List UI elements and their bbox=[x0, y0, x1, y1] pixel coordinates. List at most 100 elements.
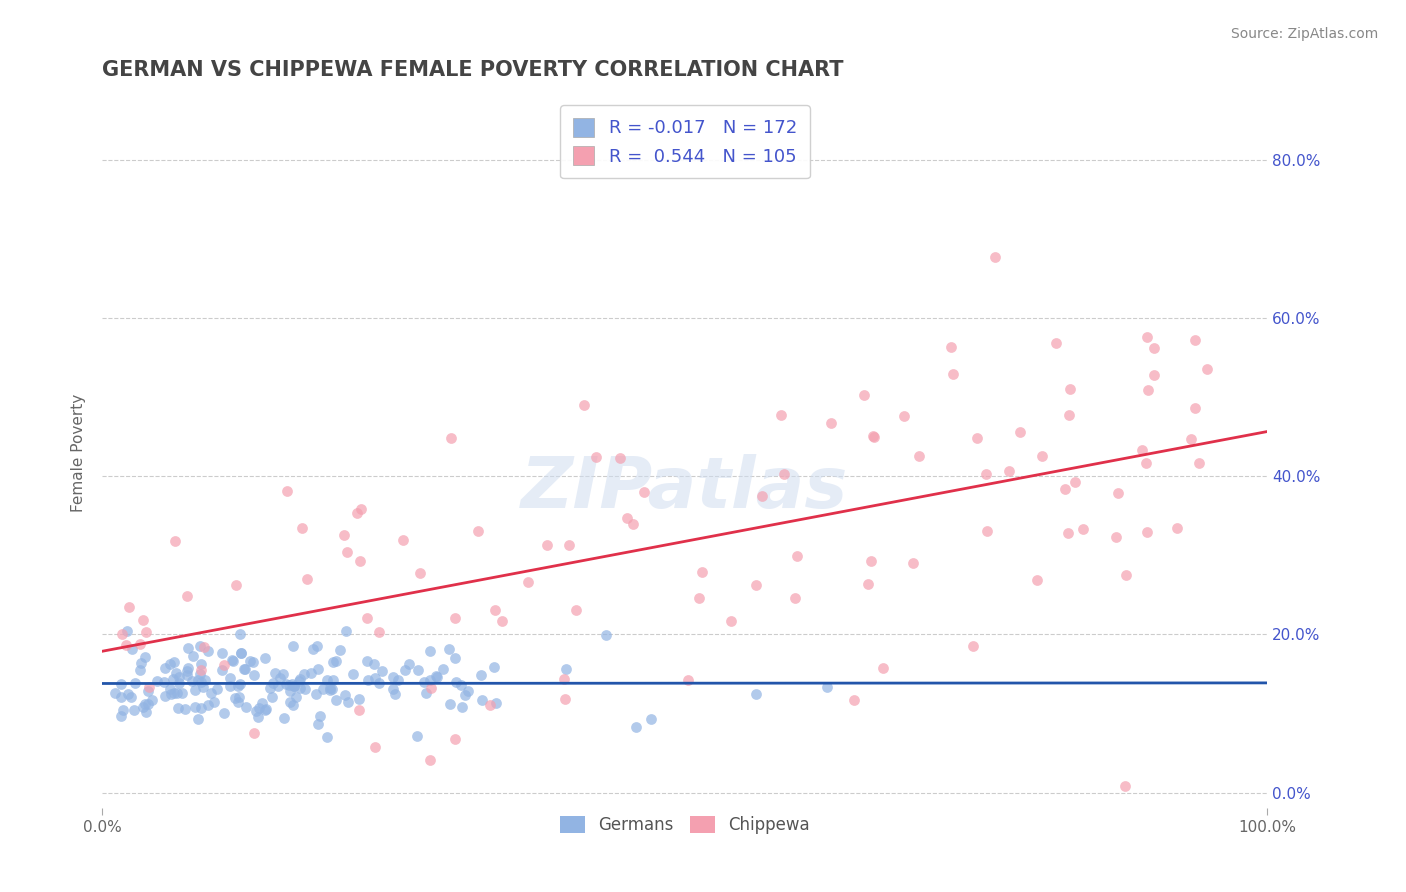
Point bbox=[457, 684, 479, 698]
Point bbox=[239, 654, 262, 668]
Y-axis label: Female Poverty: Female Poverty bbox=[72, 393, 86, 512]
Point bbox=[187, 673, 209, 687]
Point bbox=[110, 677, 132, 691]
Point bbox=[595, 627, 617, 641]
Point bbox=[1114, 779, 1136, 793]
Point bbox=[437, 642, 460, 657]
Point bbox=[181, 673, 204, 688]
Point bbox=[194, 673, 217, 687]
Point bbox=[356, 654, 378, 668]
Point bbox=[197, 644, 219, 658]
Point bbox=[349, 554, 371, 568]
Point bbox=[333, 688, 356, 702]
Point bbox=[110, 708, 132, 723]
Point bbox=[633, 484, 655, 499]
Point bbox=[162, 672, 184, 686]
Point bbox=[820, 416, 842, 430]
Point bbox=[1184, 333, 1206, 347]
Point bbox=[690, 565, 713, 579]
Point bbox=[114, 639, 136, 653]
Point bbox=[901, 556, 924, 570]
Point bbox=[166, 686, 188, 700]
Point bbox=[315, 730, 337, 744]
Point bbox=[1135, 456, 1157, 470]
Point bbox=[962, 639, 984, 653]
Point bbox=[454, 688, 477, 702]
Point bbox=[184, 699, 207, 714]
Point bbox=[138, 697, 160, 711]
Point bbox=[262, 690, 284, 705]
Point bbox=[250, 696, 273, 710]
Point bbox=[439, 697, 461, 711]
Point bbox=[202, 695, 225, 709]
Point bbox=[616, 511, 638, 525]
Point bbox=[280, 677, 302, 691]
Point bbox=[1115, 567, 1137, 582]
Point bbox=[893, 409, 915, 424]
Point bbox=[247, 709, 270, 723]
Point bbox=[1026, 573, 1049, 587]
Point bbox=[277, 678, 299, 692]
Point bbox=[134, 650, 156, 665]
Point bbox=[187, 712, 209, 726]
Point bbox=[720, 614, 742, 628]
Point bbox=[783, 591, 806, 605]
Point bbox=[382, 681, 405, 696]
Point bbox=[218, 679, 240, 693]
Point bbox=[226, 680, 249, 694]
Point bbox=[181, 648, 204, 663]
Point bbox=[283, 679, 305, 693]
Point bbox=[624, 720, 647, 734]
Point bbox=[432, 662, 454, 676]
Point bbox=[152, 674, 174, 689]
Point bbox=[364, 671, 387, 685]
Point bbox=[1143, 341, 1166, 355]
Point bbox=[271, 667, 294, 681]
Point bbox=[163, 655, 186, 669]
Point bbox=[688, 591, 710, 606]
Point bbox=[450, 678, 472, 692]
Point bbox=[349, 692, 371, 706]
Point bbox=[312, 681, 335, 696]
Point bbox=[984, 250, 1007, 264]
Point bbox=[190, 663, 212, 677]
Point bbox=[1008, 425, 1031, 439]
Point bbox=[242, 726, 264, 740]
Point bbox=[319, 681, 342, 696]
Point bbox=[322, 655, 344, 669]
Point bbox=[299, 666, 322, 681]
Point bbox=[392, 533, 415, 548]
Point bbox=[176, 589, 198, 603]
Point bbox=[485, 696, 508, 710]
Point bbox=[287, 674, 309, 689]
Point bbox=[942, 367, 965, 381]
Point bbox=[229, 627, 252, 641]
Point bbox=[176, 668, 198, 682]
Point bbox=[111, 627, 134, 641]
Point bbox=[211, 664, 233, 678]
Point bbox=[117, 687, 139, 701]
Point bbox=[177, 640, 200, 655]
Point bbox=[115, 624, 138, 639]
Point bbox=[479, 698, 502, 712]
Point bbox=[609, 451, 631, 466]
Point bbox=[1180, 432, 1202, 446]
Point bbox=[190, 701, 212, 715]
Point bbox=[440, 432, 463, 446]
Point bbox=[243, 668, 266, 682]
Point bbox=[484, 603, 506, 617]
Point bbox=[862, 429, 884, 443]
Point bbox=[860, 554, 883, 568]
Point bbox=[744, 687, 766, 701]
Point bbox=[863, 430, 886, 444]
Point bbox=[136, 683, 159, 698]
Point bbox=[285, 690, 308, 705]
Point bbox=[368, 675, 391, 690]
Point bbox=[214, 658, 236, 673]
Point bbox=[134, 697, 156, 711]
Point bbox=[336, 545, 359, 559]
Point bbox=[146, 674, 169, 689]
Point bbox=[1195, 361, 1218, 376]
Point bbox=[394, 663, 416, 677]
Point bbox=[976, 467, 998, 481]
